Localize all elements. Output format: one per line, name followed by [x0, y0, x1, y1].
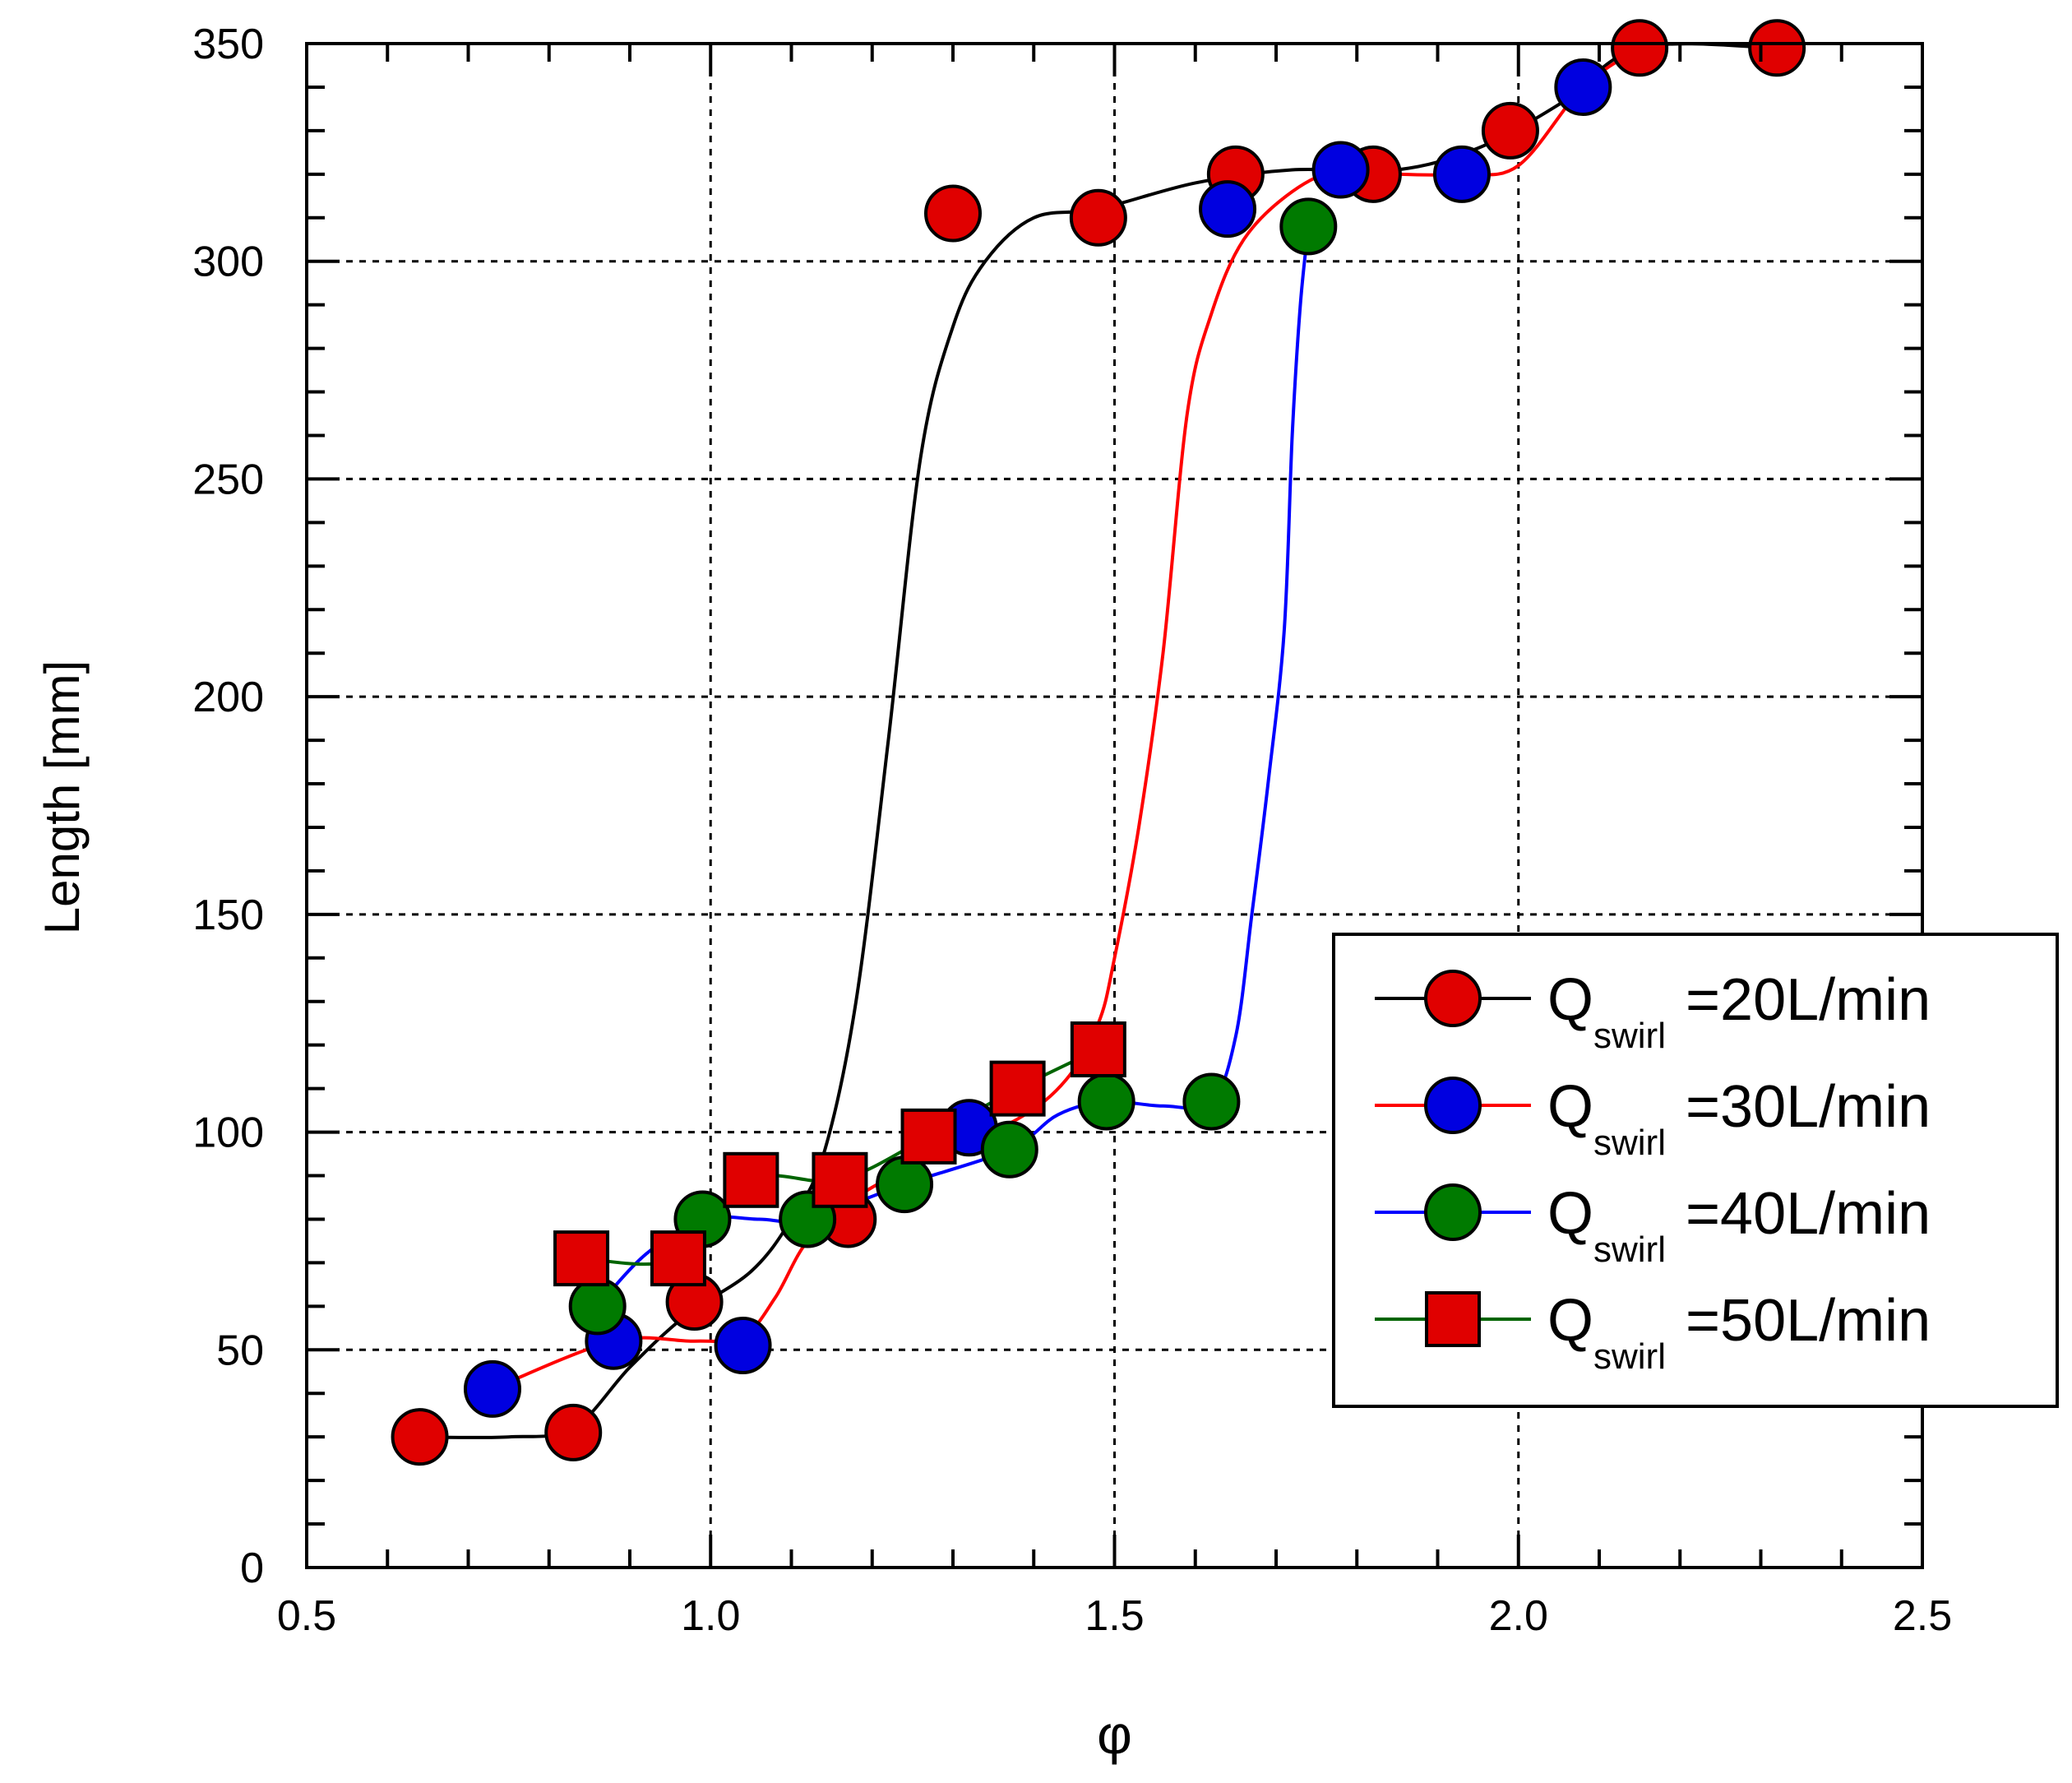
x-tick-label: 0.5 — [277, 1592, 336, 1640]
legend-label-main: Q — [1547, 967, 1593, 1033]
tick-labels: 0.5 1.0 1.5 2.0 2.5 0 50 100 150 200 250 300 350 — [192, 21, 1952, 1640]
data-point-series-3 — [900, 1108, 957, 1165]
data-point-series-2 — [1182, 1072, 1241, 1131]
legend-label-main: Q — [1547, 1181, 1593, 1247]
series-markers — [391, 19, 1806, 1466]
y-tick-label: 50 — [216, 1327, 264, 1374]
data-point-series-2 — [568, 1277, 627, 1336]
data-point-series-2 — [1279, 197, 1338, 256]
x-tick-label: 2.5 — [1893, 1592, 1952, 1640]
data-point-series-0 — [1611, 19, 1669, 77]
data-point-series-3 — [812, 1151, 868, 1208]
data-point-series-0 — [391, 1408, 449, 1466]
y-tick-label: 100 — [192, 1109, 264, 1157]
data-point-series-3 — [1070, 1021, 1126, 1077]
grid-lines — [307, 44, 1922, 1568]
legend-label-sub: swirl — [1593, 1230, 1666, 1270]
data-point-series-1 — [1199, 180, 1257, 239]
legend-label-tail: =30L/min — [1686, 1074, 1931, 1140]
data-point-series-2 — [1077, 1072, 1135, 1131]
legend-marker-3 — [1425, 1291, 1481, 1347]
x-tick-label: 1.5 — [1085, 1592, 1144, 1640]
legend-label-tail: =20L/min — [1686, 967, 1931, 1033]
legend-marker-2 — [1424, 1183, 1482, 1241]
data-point-series-3 — [553, 1230, 610, 1287]
data-point-series-0 — [1069, 188, 1127, 247]
y-tick-label: 0 — [240, 1544, 264, 1592]
y-tick-label: 300 — [192, 239, 264, 286]
legend-label-sub: swirl — [1593, 1336, 1666, 1377]
legend-label-sub: swirl — [1593, 1123, 1666, 1163]
legend-label-tail: =50L/min — [1686, 1288, 1931, 1354]
data-point-series-3 — [989, 1060, 1046, 1117]
x-tick-label: 2.0 — [1489, 1592, 1548, 1640]
legend-label-main: Q — [1547, 1288, 1593, 1354]
y-tick-label: 200 — [192, 674, 264, 721]
data-point-series-1 — [1311, 141, 1370, 199]
data-point-series-1 — [714, 1316, 772, 1374]
data-point-series-0 — [1481, 101, 1539, 160]
data-point-series-0 — [924, 184, 982, 243]
legend-marker-0 — [1424, 970, 1482, 1027]
data-point-series-3 — [723, 1151, 779, 1208]
data-point-series-1 — [1554, 58, 1612, 116]
data-point-series-2 — [980, 1120, 1038, 1179]
data-point-series-1 — [1432, 145, 1491, 203]
legend-label-tail: =40L/min — [1686, 1181, 1931, 1247]
y-axis-label: Length [mm] — [35, 660, 90, 935]
y-tick-label: 250 — [192, 456, 264, 503]
legend-label-sub: swirl — [1593, 1016, 1666, 1056]
y-tick-label: 350 — [192, 21, 264, 68]
x-tick-label: 1.0 — [681, 1592, 740, 1640]
x-axis-label: φ — [1097, 1704, 1132, 1765]
legend-marker-1 — [1424, 1077, 1482, 1134]
data-point-series-3 — [650, 1230, 706, 1287]
data-point-series-1 — [463, 1359, 521, 1418]
data-point-series-0 — [544, 1403, 603, 1461]
data-point-series-0 — [1748, 19, 1806, 77]
data-point-series-2 — [876, 1155, 934, 1214]
legend-label-main: Q — [1547, 1074, 1593, 1140]
y-tick-label: 150 — [192, 892, 264, 939]
